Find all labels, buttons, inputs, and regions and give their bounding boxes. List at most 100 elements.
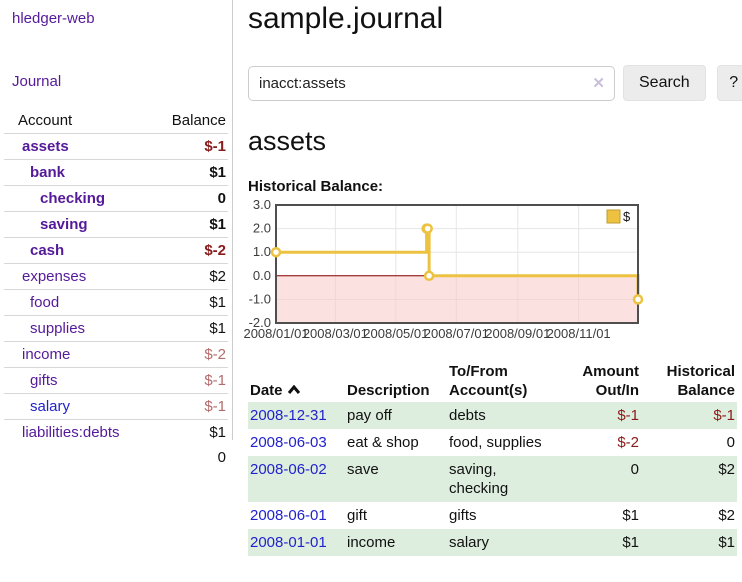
transaction-row: 2008-12-31 pay off debts $-1 $-1 [248, 402, 737, 429]
account-link[interactable]: bank [30, 164, 66, 181]
hledger-web-app: hledger-web Journal Account Balance asse… [4, 0, 742, 556]
account-balance: $-2 [144, 341, 228, 368]
account-row: cash $-2 [4, 237, 228, 264]
account-row: liabilities:debts $1 [4, 419, 228, 445]
transaction-accounts: salary [449, 534, 490, 551]
help-button[interactable]: ? [716, 65, 742, 101]
transaction-row: 2008-06-01 gift gifts $1 $2 [248, 502, 737, 529]
register-header-date[interactable]: Date [248, 360, 345, 402]
search-input[interactable] [248, 65, 615, 101]
svg-text:0.0: 0.0 [253, 268, 271, 283]
register-header-tofrom: To/From Account(s) [449, 363, 528, 399]
svg-text:3.0: 3.0 [253, 197, 271, 212]
account-link[interactable]: gifts [30, 372, 58, 389]
transaction-row: 2008-01-01 income salary $1 $1 [248, 529, 737, 556]
transaction-description: gift [347, 507, 368, 524]
account-balance: $1 [144, 289, 228, 316]
svg-text:2008/07/01: 2008/07/01 [424, 326, 489, 341]
account-link[interactable]: assets [22, 138, 69, 155]
search-form: ✕ Search ? [248, 65, 742, 101]
account-balance: $-1 [144, 367, 228, 394]
svg-text:2008/11/01: 2008/11/01 [547, 326, 611, 341]
svg-text:2008/01/01: 2008/01/01 [243, 326, 308, 341]
account-link[interactable]: liabilities:debts [22, 424, 120, 441]
account-heading: assets [248, 126, 327, 156]
svg-text:2008/03/01: 2008/03/01 [303, 326, 368, 341]
search-input-wrap: ✕ [248, 65, 615, 101]
account-row: bank $1 [4, 159, 228, 186]
register-header-balance: Historical Balance [666, 363, 735, 399]
transaction-date-link[interactable]: 2008-12-31 [250, 407, 327, 424]
account-link[interactable]: saving [40, 216, 88, 233]
account-link[interactable]: salary [30, 398, 71, 415]
accounts-header-balance: Balance [144, 108, 228, 134]
svg-text:2008/05/01: 2008/05/01 [363, 326, 428, 341]
account-link[interactable]: checking [40, 190, 106, 207]
transaction-accounts: debts [449, 407, 486, 424]
accounts-table: Account Balance assets $-1 bank $1 checking 0… [4, 108, 228, 470]
account-row: expenses $2 [4, 263, 228, 290]
transaction-balance: 0 [726, 434, 735, 451]
account-balance: $-2 [144, 237, 228, 264]
account-row: saving $1 [4, 211, 228, 238]
transaction-amount: $-1 [617, 407, 639, 424]
transaction-amount: $1 [622, 534, 639, 551]
register-header-date-label: Date [250, 382, 283, 399]
main-content: sample.journal ✕ Search ? assets Histori… [233, 0, 742, 556]
journal-nav-link[interactable]: Journal [12, 73, 62, 90]
transaction-description: pay off [347, 407, 392, 424]
account-balance: $1 [144, 315, 228, 342]
transaction-balance: $2 [718, 507, 735, 524]
account-balance: $1 [144, 419, 228, 445]
svg-text:-1.0: -1.0 [249, 291, 271, 306]
svg-text:$: $ [623, 209, 631, 224]
account-link[interactable]: income [22, 346, 71, 363]
account-row: income $-2 [4, 341, 228, 368]
transaction-date-link[interactable]: 2008-06-02 [250, 461, 327, 478]
transaction-date-link[interactable]: 2008-01-01 [250, 534, 327, 551]
transaction-date-link[interactable]: 2008-06-01 [250, 507, 327, 524]
account-link[interactable]: cash [30, 242, 65, 259]
account-link[interactable]: food [30, 294, 60, 311]
transaction-balance: $-1 [713, 407, 735, 424]
register-header-description: Description [347, 382, 430, 399]
register-header-amount: Amount Out/In [582, 363, 639, 399]
account-balance: $-1 [204, 138, 226, 155]
historical-balance-chart: $3.0 2.0 1.0 0.0 -1.0 -2.0 2008/01/01 2008/03/0… [243, 197, 742, 343]
account-link[interactable]: expenses [22, 268, 87, 285]
accounts-header-row: Account Balance [4, 108, 228, 134]
chart-canvas: $3.0 2.0 1.0 0.0 -1.0 -2.02008/01/012008/03/0… [243, 197, 644, 341]
transaction-accounts: saving, checking [449, 461, 509, 497]
chart-title: Historical Balance: [248, 178, 384, 195]
accounts-total-value: 0 [217, 449, 226, 466]
transaction-description: income [347, 534, 396, 551]
account-row: salary $-1 [4, 393, 228, 420]
account-row: checking 0 [4, 185, 228, 212]
svg-text:1.0: 1.0 [253, 244, 271, 259]
transaction-amount: 0 [630, 461, 639, 478]
transaction-balance: $1 [718, 534, 735, 551]
transaction-amount: $-2 [617, 434, 639, 451]
account-row: supplies $1 [4, 315, 228, 342]
search-button[interactable]: Search [623, 65, 706, 101]
transaction-row: 2008-06-03 eat & shop food, supplies $-2 0 [248, 429, 737, 456]
transaction-description: eat & shop [347, 434, 419, 451]
accounts-header-account: Account [4, 108, 145, 134]
page-title: sample.journal [248, 2, 444, 35]
account-balance: $-1 [144, 393, 228, 420]
svg-text:2008/09/01: 2008/09/01 [485, 326, 550, 341]
account-link[interactable]: supplies [30, 320, 86, 337]
transaction-description: save [347, 461, 379, 478]
register-table: Date Description To/From Account(s) Amou… [248, 360, 737, 556]
transaction-date-link[interactable]: 2008-06-03 [250, 434, 327, 451]
svg-text:-2.0: -2.0 [249, 315, 271, 330]
brand-link[interactable]: hledger-web [12, 10, 95, 27]
account-balance: 0 [144, 185, 228, 212]
account-row: assets $-1 [4, 134, 228, 160]
transaction-amount: $1 [622, 507, 639, 524]
accounts-total-spacer [4, 445, 144, 470]
account-balance: $1 [144, 211, 228, 238]
register-header-row: Date Description To/From Account(s) Amou… [248, 360, 737, 402]
transaction-row: 2008-06-02 save saving, checking 0 $2 [248, 456, 737, 502]
clear-search-icon[interactable]: ✕ [592, 74, 605, 92]
